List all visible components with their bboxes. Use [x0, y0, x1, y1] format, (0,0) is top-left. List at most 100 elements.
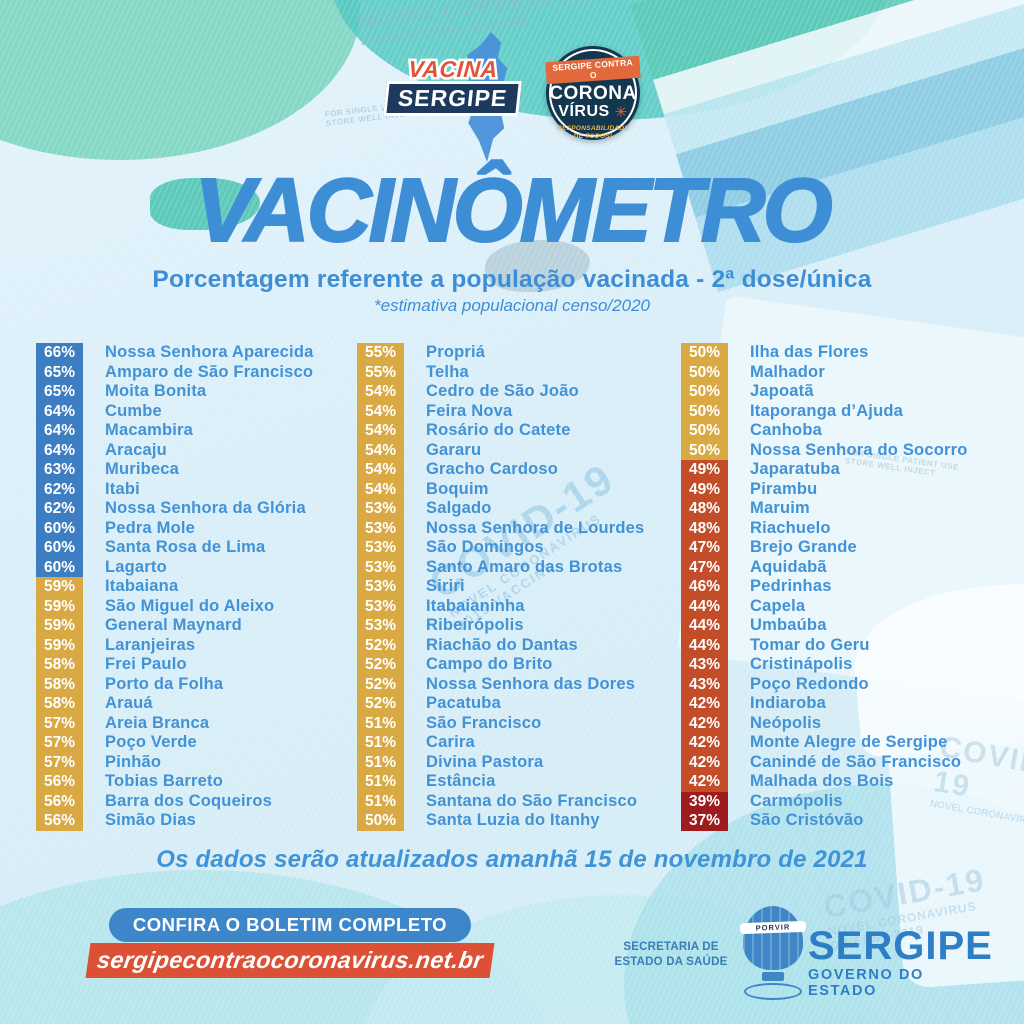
boletim-button[interactable]: CONFIRA O BOLETIM COMPLETO	[108, 908, 472, 942]
percent-badge: 56%	[36, 791, 83, 811]
percent-badge: 57%	[36, 752, 83, 772]
list-item: 43% Poço Redondo	[681, 674, 968, 694]
percent-badge: 47%	[681, 538, 728, 558]
percent-badge: 60%	[36, 518, 83, 538]
list-item: 55% Propriá	[357, 343, 644, 363]
municipality-name: Nossa Senhora Aparecida	[105, 343, 314, 362]
municipality-name: Amparo de São Francisco	[105, 362, 314, 381]
list-item: 58% Porto da Folha	[36, 674, 313, 694]
list-item: 50% Santa Luzia do Itanhy	[357, 811, 644, 831]
list-item: 39% Carmópolis	[681, 791, 968, 811]
municipality-name: Simão Dias	[105, 811, 196, 830]
porvir-balloon-logo: PORVIR	[739, 906, 807, 1012]
municipality-name: Estância	[426, 772, 496, 791]
municipality-name: Laranjeiras	[105, 635, 196, 654]
municipality-name: Nossa Senhora das Dores	[426, 674, 636, 693]
percent-badge: 62%	[36, 479, 83, 499]
percent-badge: 57%	[36, 713, 83, 733]
census-note: *estimativa populacional censo/2020	[374, 296, 650, 315]
list-item: 43% Cristinápolis	[681, 655, 968, 675]
municipality-name: Siriri	[426, 577, 465, 596]
logo-sergipe-word: SERGIPE	[383, 81, 523, 116]
list-item: 54% Cedro de São João	[357, 382, 644, 402]
municipality-name: Pedra Mole	[105, 518, 196, 537]
municipality-name: Brejo Grande	[750, 538, 857, 557]
list-item: 47% Aquidabã	[681, 557, 968, 577]
municipality-name: Nossa Senhora da Glória	[105, 499, 306, 518]
balloon-basket	[762, 972, 784, 981]
municipality-name: Arauá	[105, 694, 153, 713]
percent-badge: 55%	[357, 362, 404, 382]
list-item: 50% Malhador	[681, 362, 968, 382]
list-item: 51% Santana do São Francisco	[357, 791, 644, 811]
list-item: 64% Macambira	[36, 421, 313, 441]
percent-badge: 57%	[36, 733, 83, 753]
municipality-name: Muribeca	[105, 460, 180, 479]
municipality-name: Nossa Senhora de Lourdes	[426, 518, 645, 537]
municipality-name: Lagarto	[105, 557, 167, 576]
percent-badge: 59%	[36, 577, 83, 597]
municipality-name: Aracaju	[105, 440, 167, 459]
list-item: 50% Canhoba	[681, 421, 968, 441]
list-item: 50% Ilha das Flores	[681, 343, 968, 363]
list-item: 53% Nossa Senhora de Lourdes	[357, 518, 645, 538]
municipality-name: Gracho Cardoso	[426, 460, 559, 479]
municipality-name: Frei Paulo	[105, 655, 187, 674]
footer-links: CONFIRA O BOLETIM COMPLETO sergipecontra…	[85, 908, 495, 978]
percent-badge: 55%	[357, 343, 404, 363]
list-item: 37% São Cristóvão	[681, 811, 968, 831]
list-item: 66% Nossa Senhora Aparecida	[36, 343, 313, 363]
percent-badge: 52%	[357, 635, 404, 655]
percent-badge: 59%	[36, 616, 83, 636]
government-name: SERGIPE	[808, 924, 993, 968]
municipality-name: Japaratuba	[750, 460, 841, 479]
list-item: 63% Muribeca	[36, 460, 313, 480]
column-1: 66% Nossa Senhora Aparecida 65% Amparo de S…	[36, 343, 313, 831]
list-item: 59% Itabaiana	[36, 577, 313, 597]
municipality-name: Poço Verde	[105, 733, 197, 752]
badge-banner-text: SERGIPE CONTRA O	[545, 55, 641, 85]
percent-badge: 47%	[681, 557, 728, 577]
percent-badge: 39%	[681, 791, 728, 811]
list-item: 52% Pacatuba	[357, 694, 644, 714]
list-item: 59% General Maynard	[36, 616, 313, 636]
municipality-name: Riachão do Dantas	[426, 635, 578, 654]
list-item: 44% Capela	[681, 596, 968, 616]
list-item: 58% Frei Paulo	[36, 655, 313, 675]
percent-badge: 42%	[681, 733, 728, 753]
website-link[interactable]: sergipecontraocoronavirus.net.br	[85, 943, 495, 978]
percent-badge: 52%	[357, 694, 404, 714]
percent-badge: 50%	[681, 343, 728, 363]
percent-badge: 51%	[357, 713, 404, 733]
municipality-name: Cedro de São João	[426, 382, 579, 401]
municipality-name: Rosário do Catete	[426, 421, 571, 440]
percent-badge: 42%	[681, 752, 728, 772]
logo-vacina-word: VACINA	[405, 54, 501, 85]
percent-badge: 54%	[357, 460, 404, 480]
municipality-name: Barra dos Coqueiros	[105, 791, 273, 810]
percent-badge: 53%	[357, 616, 404, 636]
municipality-name: Pacatuba	[426, 694, 501, 713]
list-item: 53% Salgado	[357, 499, 644, 519]
list-item: 57% Areia Branca	[36, 713, 313, 733]
percent-badge: 53%	[357, 499, 404, 519]
municipality-name: Moita Bonita	[105, 382, 207, 401]
municipality-name: São Domingos	[426, 538, 544, 557]
percent-badge: 53%	[357, 577, 404, 597]
list-item: 62% Itabi	[36, 479, 313, 499]
percent-badge: 44%	[681, 616, 728, 636]
list-item: 54% Rosário do Catete	[357, 421, 644, 441]
municipality-name: Macambira	[105, 421, 194, 440]
municipality-name: Telha	[426, 362, 469, 381]
list-item: 51% São Francisco	[357, 713, 644, 733]
list-item: 62% Nossa Senhora da Glória	[36, 499, 313, 519]
municipality-name: Divina Pastora	[426, 752, 544, 771]
list-item: 42% Monte Alegre de Sergipe	[681, 733, 968, 753]
list-item: 60% Lagarto	[36, 557, 313, 577]
vacina-sergipe-logo: VACINA SERGIPE	[368, 54, 538, 116]
municipality-name: Itaporanga d’Ajuda	[750, 401, 904, 420]
percent-badge: 53%	[357, 518, 404, 538]
list-item: 51% Carira	[357, 733, 644, 753]
municipality-name: Gararu	[426, 440, 482, 459]
municipality-name: Maruim	[750, 499, 810, 518]
